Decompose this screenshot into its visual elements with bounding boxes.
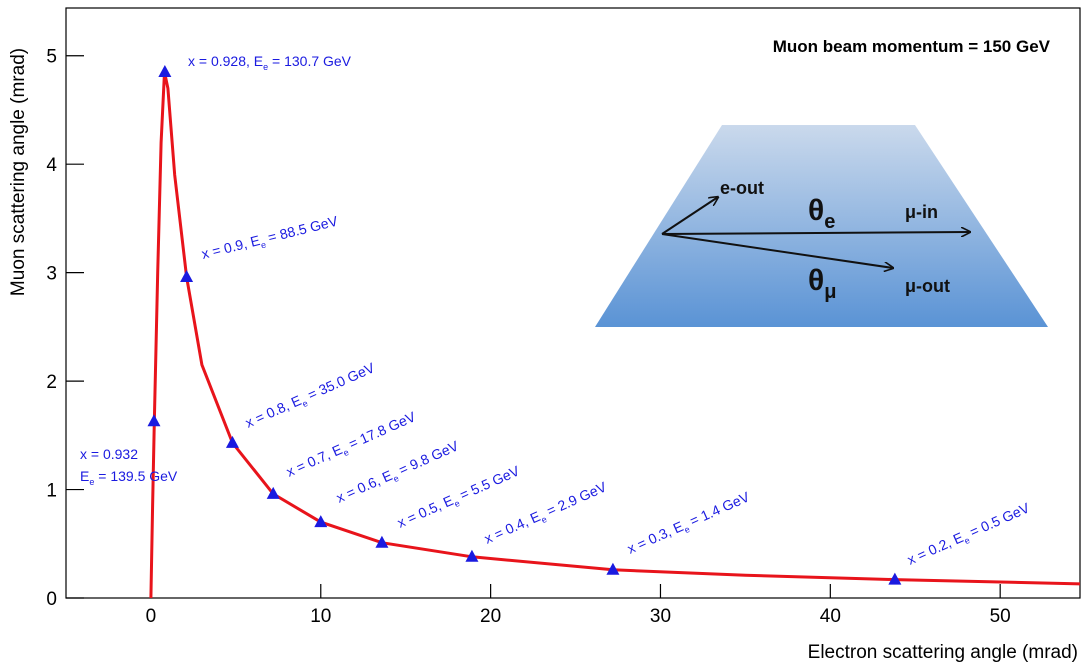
ann-part: = 17.8 GeV (343, 408, 419, 453)
x-tick-label: 50 (990, 606, 1011, 627)
label-mu-out: μ-out (905, 276, 950, 296)
label-mu-in: μ-in (905, 202, 938, 222)
point (147, 414, 161, 427)
ann-part: E (80, 468, 89, 484)
annotation: x = 0.3, Ee = 1.4 GeV (625, 488, 754, 559)
point (314, 515, 328, 528)
ann-part: = 35.0 GeV (302, 359, 378, 404)
ann-part: x = 0.3, E (625, 518, 686, 557)
point (465, 549, 479, 562)
plot-frame (65, 7, 1081, 599)
x-tick-label: 10 (310, 606, 331, 627)
ann-part: x = 0.928, E (188, 53, 263, 69)
ann-part: = 9.8 GeV (393, 437, 462, 479)
ann-sub: e (301, 398, 310, 409)
curve (149, 71, 1081, 599)
chart-title: Muon beam momentum = 150 GeV (773, 37, 1051, 56)
theta-sub: μ (824, 281, 836, 303)
y-axis-label: Muon scattering angle (mrad) (8, 48, 29, 296)
annotation: x = 0.2, Ee = 0.5 GeV (905, 499, 1034, 570)
ann-sub: e (963, 535, 972, 546)
y-tick-label: 3 (46, 264, 57, 285)
x-axis-label: Electron scattering angle (mrad) (808, 642, 1078, 663)
ann-part: = 1.4 GeV (684, 488, 753, 530)
point (888, 572, 902, 585)
arrow-e-out (661, 197, 718, 235)
ann-sub: e (453, 498, 462, 509)
theta: θ (808, 194, 824, 227)
ann-part: x = 0.8, E (243, 392, 304, 431)
x-tick-label: 20 (480, 606, 501, 627)
annotation: x = 0.8, Ee = 35.0 GeV (243, 359, 379, 433)
x-tick-label: 30 (650, 606, 671, 627)
ann-sub: e (260, 239, 267, 250)
label-e-out: e-out (720, 178, 764, 198)
annotation: x = 0.4, Ee = 2.9 GeV (482, 478, 611, 549)
ann-part: = 130.7 GeV (268, 53, 352, 69)
ann-part: = 2.9 GeV (541, 478, 610, 520)
ann-part: x = 0.5, E (395, 492, 456, 531)
ann-sub: e (89, 477, 94, 487)
ann-part: x = 0.7, E (284, 441, 345, 480)
annotation: Ee = 139.5 GeV (80, 468, 178, 487)
label-theta-mu: θμ (808, 264, 836, 303)
arrow-mu-out (661, 233, 893, 268)
point (266, 486, 280, 499)
theta: θ (808, 264, 824, 297)
ann-part: = 88.5 GeV (262, 212, 339, 246)
inset-background (595, 125, 1048, 327)
ann-part: x = 0.6, E (334, 467, 395, 506)
point (606, 562, 620, 575)
arrow-mu-in (661, 232, 970, 234)
ann-sub: e (392, 473, 401, 484)
ann-sub: e (683, 524, 692, 535)
point (375, 535, 389, 548)
ann-part: x = 0.4, E (482, 508, 543, 547)
point (225, 435, 239, 448)
annotation: x = 0.9, Ee = 88.5 GeV (200, 212, 341, 264)
label-theta-e: θe (808, 194, 835, 233)
x-tick-label: 0 (146, 606, 157, 627)
ann-part: x = 0.2, E (905, 529, 966, 568)
ann-part: = 5.5 GeV (454, 462, 523, 504)
x-tick-label: 40 (820, 606, 841, 627)
y-tick-label: 4 (46, 155, 57, 176)
inset-diagram: e-out θe μ-in θμ μ-out (595, 125, 1048, 327)
ann-sub: e (540, 514, 549, 525)
point (158, 64, 172, 77)
ann-part: = 0.5 GeV (964, 499, 1033, 541)
y-tick-label: 5 (46, 47, 57, 68)
ann-sub: e (342, 447, 351, 458)
ann-sub: e (263, 62, 268, 72)
annotation: x = 0.932 (80, 446, 138, 462)
ann-part: = 139.5 GeV (94, 468, 178, 484)
theta-sub: e (824, 211, 835, 233)
ann-part: x = 0.9, E (200, 232, 262, 262)
y-tick-label: 2 (46, 372, 57, 393)
annotation: x = 0.928, Ee = 130.7 GeV (188, 53, 352, 72)
point (180, 269, 194, 282)
y-tick-label: 0 (46, 589, 57, 610)
y-tick-label: 1 (46, 481, 57, 502)
